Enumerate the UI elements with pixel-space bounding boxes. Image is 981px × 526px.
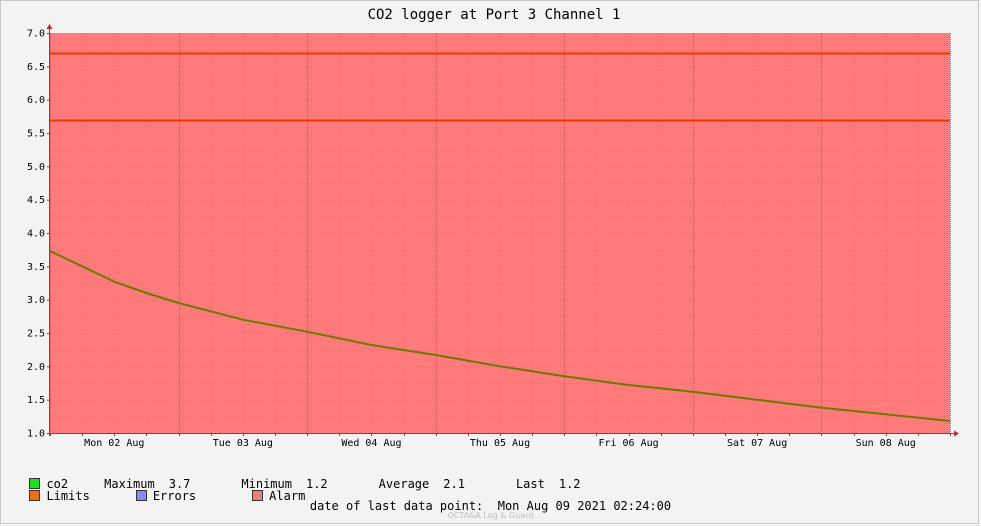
- y-tick-label: 7.0: [27, 29, 45, 40]
- average-label: Average: [378, 477, 430, 491]
- legend-item-co2: co2: [29, 477, 68, 491]
- y-tick-label: 3.0: [27, 295, 45, 306]
- x-tick-label: Tue 03 Aug: [213, 438, 273, 449]
- y-tick-label: 1.5: [27, 395, 45, 406]
- legend-minimum: Minimum 1.2: [241, 477, 327, 491]
- legend-status: Limits Errors Alarm: [15, 475, 305, 503]
- errors-swatch: [135, 490, 147, 501]
- x-tick-label: Thu 05 Aug: [470, 438, 530, 449]
- legend-item-limits: Limits: [29, 489, 90, 503]
- y-tick-label: 4.5: [27, 195, 45, 206]
- last-data-point-label: date of last data point:: [309, 499, 484, 513]
- y-tick-label: 3.5: [27, 262, 45, 273]
- y-tick-label: 5.5: [27, 129, 45, 140]
- last-data-point: date of last data point: Mon Aug 09 2021…: [0, 499, 981, 513]
- chart-title: CO2 logger at Port 3 Channel 1: [368, 7, 621, 23]
- y-axis-arrow: [46, 24, 53, 29]
- last-label: Last: [515, 477, 545, 491]
- y-tick-label: 4.0: [27, 229, 45, 240]
- series-line-co2: [49, 250, 951, 422]
- y-tick-label: 2.5: [27, 329, 45, 340]
- legend-last: Last 1.2: [516, 477, 581, 491]
- co2-swatch: [29, 478, 41, 489]
- plot-area: 1.0 1.5 2.0 2.5 3.0 3.5 4.0 4.5 5.0 5.5 6.0 6.5 7.0 M…: [27, 24, 959, 449]
- y-tick-label: 2.0: [27, 362, 45, 373]
- last-data-point-value: Mon Aug 09 2021 02:24:00: [497, 499, 672, 513]
- minimum-label: Minimum: [241, 477, 292, 491]
- alarm-label: Alarm: [269, 489, 306, 503]
- alarm-swatch: [252, 490, 264, 501]
- x-tick-label: Fri 06 Aug: [598, 438, 658, 449]
- x-tick-label: Mon 02 Aug: [84, 438, 144, 449]
- legend-item-alarm: Alarm: [252, 489, 305, 503]
- errors-label: Errors: [152, 489, 197, 503]
- last-value: 1.2: [558, 477, 581, 491]
- maximum-value: 3.7: [168, 477, 191, 491]
- brand-watermark: OCTA&A Log & Guard: [447, 511, 534, 520]
- legend-maximum: Maximum 3.7: [104, 477, 190, 491]
- limits-swatch: [29, 490, 41, 501]
- x-tick-label: Sat 07 Aug: [727, 438, 787, 449]
- maximum-label: Maximum: [104, 477, 155, 491]
- legend-stats: co2 Maximum 3.7 Minimum 1.2 Average 2.1 Last 1.2: [15, 463, 581, 491]
- legend-co2-label: co2: [46, 477, 69, 491]
- y-tick-label: 5.0: [27, 162, 45, 173]
- y-tick-label: 6.5: [27, 62, 45, 73]
- limits-label: Limits: [46, 489, 90, 503]
- y-tick-label: 1.0: [27, 429, 45, 440]
- y-tick-label: 6.0: [27, 95, 45, 106]
- average-value: 2.1: [443, 477, 465, 491]
- minimum-value: 1.2: [305, 477, 328, 491]
- legend-item-errors: Errors: [135, 489, 197, 503]
- legend-average: Average 2.1: [379, 477, 465, 491]
- x-tick-label: Sun 08 Aug: [856, 438, 916, 449]
- x-axis-arrow: [954, 430, 959, 437]
- x-tick-label: Wed 04 Aug: [341, 438, 401, 449]
